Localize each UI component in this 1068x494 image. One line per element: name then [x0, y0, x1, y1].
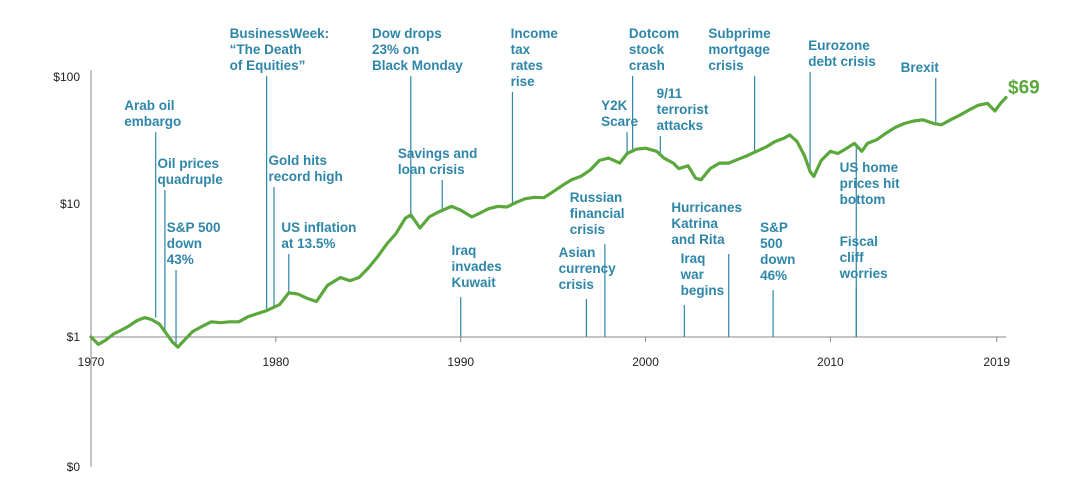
- y-tick-label: $0: [67, 460, 81, 474]
- x-tick-label: 1970: [78, 355, 105, 369]
- x-tick-label: 1980: [262, 355, 289, 369]
- axes: $100 $10 $1 $0 1970 1980 1990 2000 2010 2019: [53, 70, 1010, 474]
- event-lines: [155, 72, 937, 345]
- event-labels: Arab oil embargo Oil prices quadruple S&P 50…: [124, 26, 939, 298]
- event-label: Iraq invades Kuwait: [451, 243, 501, 290]
- event-label: Dotcom stock crash: [629, 26, 679, 73]
- event-label: Asian currency crisis: [559, 245, 617, 292]
- y-tick-label: $100: [53, 70, 80, 84]
- event-label: 9/11 terrorist attacks: [657, 86, 709, 133]
- x-tick-label: 2010: [817, 355, 844, 369]
- event-label: Arab oil embargo: [124, 98, 181, 129]
- x-tick-label: 1990: [447, 355, 474, 369]
- end-label-group: $69: [1008, 77, 1040, 98]
- event-label: Subprime mortgage crisis: [708, 26, 771, 73]
- event-label: Brexit: [901, 60, 940, 75]
- series-line: [89, 95, 1008, 349]
- x-tick-label: 2019: [983, 355, 1010, 369]
- event-label: US home prices hit bottom: [840, 160, 901, 207]
- event-label: Dow drops 23% on Black Monday: [372, 26, 463, 73]
- end-value-label: $69: [1008, 77, 1040, 98]
- event-label: Y2K Scare: [601, 98, 638, 129]
- event-label: BusinessWeek: “The Death of Equities”: [230, 26, 330, 73]
- y-tick-label: $10: [60, 197, 80, 211]
- event-label: Russian financial crisis: [570, 190, 625, 237]
- x-tick-label: 2000: [632, 355, 659, 369]
- event-label: Savings and loan crisis: [398, 146, 478, 177]
- event-label: Oil prices quadruple: [158, 156, 224, 187]
- series: [89, 95, 1008, 349]
- event-label: Fiscal cliff worries: [839, 234, 888, 281]
- event-label: Income tax rates rise: [511, 26, 559, 89]
- event-label: Gold hits record high: [268, 153, 342, 184]
- event-label: Iraq war begins: [680, 251, 725, 298]
- y-tick-label: $1: [67, 330, 81, 344]
- event-label: S&P 500 down 43%: [167, 220, 221, 267]
- event-label: Hurricanes Katrina and Rita: [671, 200, 742, 247]
- event-label: S&P 500 down 46%: [760, 220, 795, 283]
- event-label: US inflation at 13.5%: [281, 220, 356, 251]
- event-label: Eurozone debt crisis: [808, 38, 876, 69]
